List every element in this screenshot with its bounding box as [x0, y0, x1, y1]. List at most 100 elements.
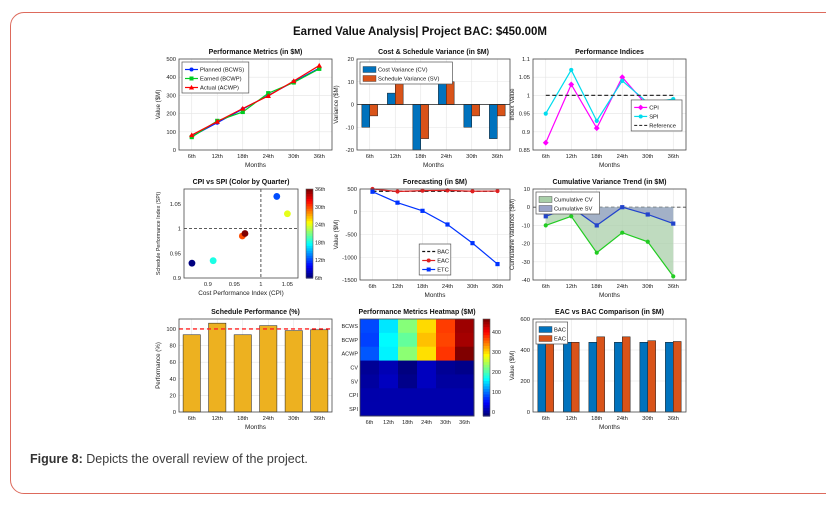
svg-text:Performance Indices: Performance Indices [575, 49, 644, 56]
svg-text:Value ($M): Value ($M) [333, 220, 340, 250]
svg-text:6th: 6th [542, 284, 550, 290]
svg-text:-20: -20 [346, 148, 354, 154]
svg-text:-1000: -1000 [342, 255, 357, 261]
svg-text:24th: 24th [421, 420, 432, 426]
svg-text:18th: 18th [402, 420, 413, 426]
svg-text:6th: 6th [315, 276, 322, 282]
subplot-cpi-vs-spi-scatter: 0.9 0.95 1 1.05 6th 12th 18th 24th 30th 36th 0.9 0.… [152, 176, 338, 304]
series-Cumulative CV [545, 215, 674, 277]
chart-canvas-5: -40 -30 -20 -10 0 10 6th 12th 18th 24th 30th 36th Cu… [509, 179, 687, 299]
chart-canvas-2: 0.85 0.9 0.95 1 1.05 1.1 6th 12th 18th 24th 30th 36… [509, 49, 687, 169]
svg-text:ACWP: ACWP [342, 352, 359, 358]
svg-text:EAC: EAC [437, 259, 449, 265]
scatter-point-12th [273, 193, 281, 200]
svg-text:80: 80 [170, 344, 176, 350]
svg-text:Index Value: Index Value [509, 88, 516, 121]
scatter-point-18th [209, 257, 217, 265]
svg-text:0.9: 0.9 [204, 282, 212, 288]
subplot-schedule-performance: 0 20 40 60 80 100 6th 12th 18th 24th 30th 36th Sched… [152, 306, 338, 436]
legend: Cumulative CV Cumulative SV [535, 191, 600, 215]
bars-Schedule Performance [182, 322, 329, 413]
svg-text:24th: 24th [617, 154, 628, 160]
svg-text:12th: 12th [566, 284, 577, 290]
svg-text:Cumulative SV: Cumulative SV [554, 207, 592, 213]
svg-text:10: 10 [348, 80, 354, 86]
svg-text:36th: 36th [492, 154, 503, 160]
svg-text:Earned (BCWP): Earned (BCWP) [200, 77, 242, 83]
svg-text:0: 0 [354, 210, 357, 216]
svg-text:0: 0 [173, 148, 176, 154]
figure-caption-label: Figure 8: [30, 452, 83, 466]
svg-text:0.95: 0.95 [229, 282, 240, 288]
svg-text:36th: 36th [459, 420, 470, 426]
svg-text:20: 20 [348, 57, 354, 63]
svg-text:0.95: 0.95 [519, 112, 530, 118]
svg-text:60: 60 [170, 360, 176, 366]
chart-canvas-3: 0.9 0.95 1 1.05 6th 12th 18th 24th 30th 36th 0.9 0.… [156, 179, 325, 297]
svg-text:CPI vs SPI (Color by Quarter): CPI vs SPI (Color by Quarter) [193, 179, 290, 186]
svg-text:500: 500 [166, 57, 176, 63]
svg-text:10: 10 [524, 187, 530, 193]
chart-canvas-7: BCWS BCWP ACWP CV SV CPI SPI 6th 12th 18th 24th 30t… [342, 309, 501, 426]
svg-text:300: 300 [166, 93, 176, 99]
svg-text:Planned (BCWS): Planned (BCWS) [200, 68, 244, 74]
subplot-metrics-heatmap: BCWS BCWP ACWP CV SV CPI SPI 6th 12th 18th 24th 30t… [330, 306, 516, 436]
svg-text:BAC: BAC [554, 328, 566, 334]
svg-text:24th: 24th [263, 416, 274, 422]
svg-text:36th: 36th [668, 154, 679, 160]
svg-text:30th: 30th [466, 154, 477, 160]
svg-text:18th: 18th [315, 240, 325, 246]
chart-canvas-6: 0 20 40 60 80 100 6th 12th 18th 24th 30th 36th Sched… [155, 309, 333, 431]
svg-text:30th: 30th [440, 420, 451, 426]
svg-text:36th: 36th [314, 416, 325, 422]
svg-text:0: 0 [492, 410, 495, 416]
svg-text:30th: 30th [467, 284, 478, 290]
svg-text:24th: 24th [442, 284, 453, 290]
legend: BAC EAC [535, 321, 568, 345]
svg-text:36th: 36th [315, 187, 325, 193]
svg-text:Schedule Variance (SV): Schedule Variance (SV) [378, 77, 440, 83]
svg-text:1: 1 [178, 227, 181, 233]
svg-text:Months: Months [425, 292, 446, 299]
legend: Planned (BCWS) Earned (BCWP) Actual (ACWP) [181, 61, 250, 94]
svg-text:SPI: SPI [349, 407, 358, 413]
svg-text:40: 40 [170, 377, 176, 383]
svg-text:-1500: -1500 [342, 278, 357, 284]
svg-text:-10: -10 [346, 125, 354, 131]
svg-text:1.1: 1.1 [522, 57, 530, 63]
svg-text:30th: 30th [288, 154, 299, 160]
svg-text:Performance Metrics (in $M): Performance Metrics (in $M) [209, 49, 303, 56]
svg-text:18th: 18th [591, 416, 602, 422]
svg-text:0: 0 [527, 205, 530, 211]
svg-text:EAC vs BAC Comparison (in $M): EAC vs BAC Comparison (in $M) [555, 309, 664, 316]
series-EAC [372, 188, 498, 193]
svg-text:Months: Months [245, 424, 266, 431]
svg-text:-20: -20 [522, 242, 530, 248]
svg-text:6th: 6th [542, 416, 550, 422]
svg-text:6th: 6th [542, 154, 550, 160]
svg-text:Performance Metrics Heatmap ($: Performance Metrics Heatmap ($M) [358, 309, 475, 316]
svg-text:12th: 12th [392, 284, 403, 290]
svg-text:SPI: SPI [649, 114, 659, 120]
svg-text:0: 0 [527, 410, 530, 416]
svg-text:300: 300 [492, 350, 501, 356]
svg-text:Months: Months [599, 162, 620, 169]
page-border-frame [10, 12, 826, 494]
svg-text:Value ($M): Value ($M) [509, 351, 516, 381]
svg-text:BAC: BAC [437, 250, 449, 256]
svg-text:18th: 18th [237, 416, 248, 422]
svg-text:CPI: CPI [649, 105, 659, 111]
svg-text:Reference: Reference [649, 123, 676, 129]
svg-text:Months: Months [245, 162, 266, 169]
svg-text:30th: 30th [288, 416, 299, 422]
svg-text:-10: -10 [522, 223, 530, 229]
svg-text:30th: 30th [642, 154, 653, 160]
svg-text:12th: 12th [566, 416, 577, 422]
svg-text:Variance ($M): Variance ($M) [333, 85, 340, 123]
svg-text:Actual (ACWP): Actual (ACWP) [200, 86, 239, 92]
svg-text:Cost Performance Index (CPI): Cost Performance Index (CPI) [198, 290, 284, 297]
svg-text:12th: 12th [315, 258, 325, 264]
chart-canvas-1: -20 -10 0 10 20 6th 12th 18th 24th 30th 36th Cost &… [333, 49, 511, 169]
scatter-point-6th [188, 259, 196, 267]
subplot-eac-vs-bac: 0 200 400 600 6th 12th 18th 24th 30th 36th EAC vs … [506, 306, 692, 436]
